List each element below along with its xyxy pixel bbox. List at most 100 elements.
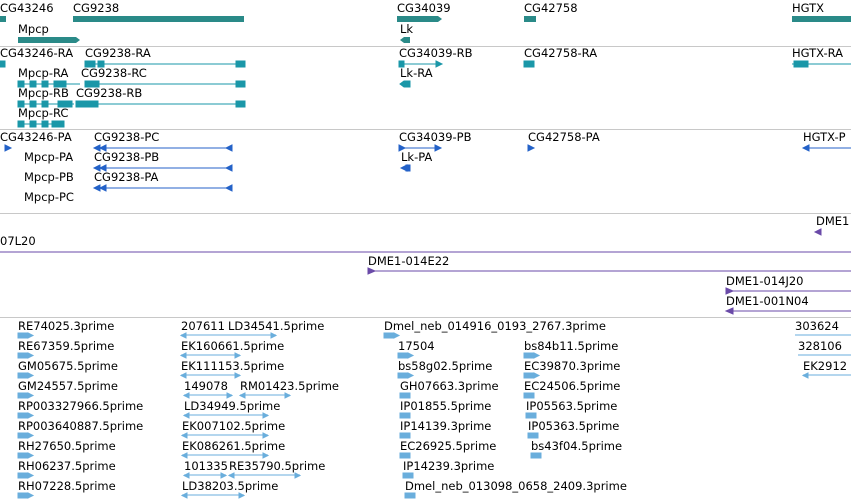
est-label[interactable]: LD38203.5prime: [182, 479, 279, 493]
est-label[interactable]: bs84b11.5prime: [524, 339, 619, 353]
est-label[interactable]: Dmel_neb_014916_0193_2767.3prime: [384, 319, 606, 333]
est-label[interactable]: GM05675.5prime: [18, 359, 118, 373]
est-label[interactable]: 303624: [795, 319, 839, 333]
est-glyph[interactable]: [404, 492, 416, 499]
transcript-label[interactable]: Mpcp-RB: [18, 86, 69, 100]
est-label[interactable]: RH06237.5prime: [18, 459, 116, 473]
transcript-glyph[interactable]: [17, 80, 80, 88]
protein-glyph[interactable]: [398, 144, 443, 152]
protein-label[interactable]: CG43246-PA: [0, 130, 72, 144]
est-label[interactable]: RP003327966.5prime: [18, 399, 144, 413]
gene-glyph[interactable]: [397, 16, 442, 22]
est-glyph[interactable]: [399, 452, 411, 459]
est-glyph[interactable]: [238, 392, 292, 399]
est-label[interactable]: RE74025.3prime: [18, 319, 115, 333]
gene-glyph[interactable]: [792, 16, 851, 22]
transcript-label[interactable]: CG9238-RB: [76, 86, 143, 100]
est-glyph[interactable]: [402, 472, 414, 479]
transcript-label[interactable]: CG9238-RA: [85, 46, 151, 60]
est-glyph[interactable]: [180, 492, 246, 499]
protein-label[interactable]: CG9238-PC: [94, 130, 160, 144]
clone-label[interactable]: 07L20: [0, 234, 36, 248]
est-glyph[interactable]: [397, 372, 415, 379]
protein-label[interactable]: HGTX-P: [803, 130, 846, 144]
est-label[interactable]: 328106: [798, 339, 842, 353]
est-label[interactable]: IP01855.5prime: [400, 399, 492, 413]
est-glyph[interactable]: [17, 392, 35, 399]
est-glyph[interactable]: [399, 432, 411, 439]
est-glyph[interactable]: [17, 332, 35, 339]
gene-label[interactable]: Mpcp: [18, 22, 49, 36]
transcript-glyph[interactable]: [523, 60, 535, 68]
gene-glyph[interactable]: [0, 16, 6, 22]
transcript-label[interactable]: CG34039-RB: [399, 46, 473, 60]
est-glyph[interactable]: [17, 352, 35, 359]
est-glyph[interactable]: [180, 452, 270, 459]
clone-glyph[interactable]: [725, 287, 851, 295]
est-label[interactable]: IP14239.3prime: [403, 459, 495, 473]
est-label[interactable]: LD34949.5prime: [184, 399, 281, 413]
est-label[interactable]: IP05563.5prime: [526, 399, 618, 413]
clone-label[interactable]: DME1-001N04: [726, 294, 809, 308]
est-label[interactable]: EC24506.5prime: [524, 379, 621, 393]
protein-glyph[interactable]: [92, 164, 233, 172]
est-label[interactable]: EK111153.5prime: [181, 359, 285, 373]
transcript-glyph[interactable]: [0, 60, 6, 68]
est-glyph[interactable]: [523, 352, 541, 359]
protein-label[interactable]: CG34039-PB: [399, 130, 472, 144]
est-label[interactable]: RH07228.5prime: [18, 479, 116, 493]
gene-glyph[interactable]: [524, 16, 536, 22]
transcript-glyph[interactable]: [792, 60, 851, 68]
transcript-glyph[interactable]: [398, 60, 444, 68]
est-glyph[interactable]: [397, 352, 415, 359]
est-glyph[interactable]: [17, 492, 35, 499]
est-glyph[interactable]: [525, 412, 537, 419]
est-glyph[interactable]: [227, 472, 302, 479]
est-label[interactable]: RE67359.5prime: [18, 339, 115, 353]
transcript-glyph[interactable]: [399, 80, 411, 88]
clone-glyph[interactable]: [367, 267, 851, 275]
est-label[interactable]: RE35790.5prime: [229, 459, 326, 473]
protein-label[interactable]: Mpcp-PA: [24, 150, 74, 164]
gene-label[interactable]: CG9238: [73, 1, 120, 15]
transcript-label[interactable]: HGTX-RA: [792, 46, 844, 60]
est-label[interactable]: 149078: [184, 379, 228, 393]
est-glyph[interactable]: [17, 412, 35, 419]
est-label[interactable]: EC26925.5prime: [400, 439, 497, 453]
transcript-label[interactable]: Mpcp-RC: [18, 106, 69, 120]
transcript-label[interactable]: Mpcp-RA: [18, 66, 69, 80]
est-label[interactable]: EK086261.5prime: [182, 439, 286, 453]
est-label[interactable]: 101335: [184, 459, 228, 473]
gene-label[interactable]: HGTX: [792, 1, 825, 15]
gene-label[interactable]: CG34039: [397, 1, 451, 15]
est-glyph[interactable]: [523, 392, 535, 399]
gene-label[interactable]: CG42758: [524, 1, 578, 15]
transcript-glyph[interactable]: [84, 60, 246, 68]
protein-glyph[interactable]: [4, 144, 13, 152]
est-glyph[interactable]: [182, 472, 228, 479]
est-label[interactable]: RP003640887.5prime: [18, 419, 144, 433]
est-label[interactable]: Dmel_neb_013098_0658_2409.3prime: [405, 479, 627, 493]
est-label[interactable]: EK160661.5prime: [181, 339, 285, 353]
gene-label[interactable]: CG43246: [0, 1, 54, 15]
transcript-label[interactable]: CG42758-RA: [524, 46, 598, 60]
est-label[interactable]: RH27650.5prime: [18, 439, 116, 453]
protein-glyph[interactable]: [801, 144, 851, 152]
est-glyph[interactable]: [17, 452, 35, 459]
est-label[interactable]: LD34541.5prime: [228, 319, 325, 333]
est-label[interactable]: RM01423.5prime: [240, 379, 339, 393]
est-glyph[interactable]: [530, 452, 542, 459]
protein-glyph[interactable]: [92, 144, 233, 152]
est-glyph[interactable]: [179, 352, 242, 359]
transcript-label[interactable]: Lk-RA: [400, 66, 433, 80]
est-glyph[interactable]: [180, 432, 270, 439]
est-label[interactable]: EC39870.3prime: [524, 359, 621, 373]
gene-glyph[interactable]: [73, 16, 244, 22]
clone-glyph[interactable]: [813, 228, 822, 236]
est-label[interactable]: 17504: [398, 339, 435, 353]
est-glyph[interactable]: [182, 392, 234, 399]
protein-label[interactable]: Mpcp-PC: [24, 190, 74, 204]
gene-glyph[interactable]: [18, 37, 80, 43]
est-label[interactable]: bs43f04.5prime: [531, 439, 623, 453]
protein-glyph[interactable]: [399, 164, 411, 172]
